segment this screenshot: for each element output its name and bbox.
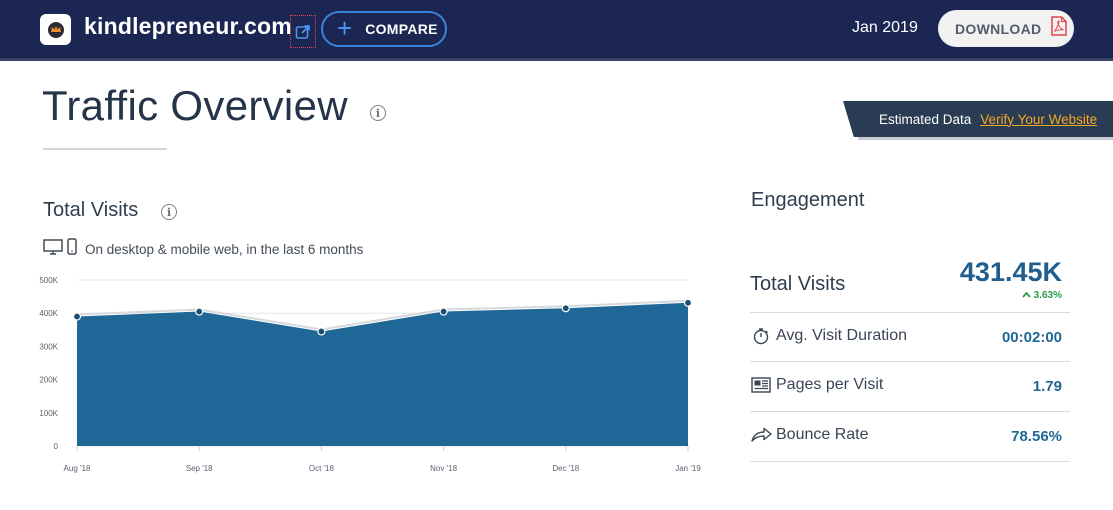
bounce-rate-label: Bounce Rate [776, 426, 869, 443]
info-icon[interactable]: i [370, 105, 386, 121]
total-visits-title: Total Visits [43, 199, 139, 221]
date-selector[interactable]: Jan 2019 [852, 19, 918, 36]
download-label: DOWNLOAD [955, 20, 1042, 37]
pages-per-visit-row: Pages per Visit 1.79 [750, 362, 1070, 412]
mobile-icon [67, 238, 77, 260]
device-filter-row: On desktop & mobile web, in the last 6 m… [43, 238, 363, 260]
total-visits-change: 3.63% [1022, 290, 1062, 301]
desktop-icon [43, 238, 63, 260]
x-tick-label: Nov '18 [430, 464, 457, 473]
y-tick-label: 200K [39, 376, 58, 385]
verify-website-link[interactable]: Verify Your Website [980, 111, 1098, 127]
total-visits-metric-row: Total Visits 431.45K 3.63% [750, 250, 1070, 313]
download-button[interactable]: DOWNLOAD [938, 10, 1074, 47]
device-description: On desktop & mobile web, in the last 6 m… [85, 241, 364, 257]
site-favicon [40, 14, 71, 45]
bounce-arrow-icon [750, 426, 772, 444]
site-domain: kindlepreneur.com [84, 13, 292, 39]
page-title: Traffic Overview [42, 82, 348, 129]
engagement-title: Engagement [751, 189, 865, 211]
total-visits-value: 431.45K [959, 257, 1062, 287]
x-tick-label: Sep '18 [186, 464, 213, 473]
pages-per-visit-label: Pages per Visit [776, 376, 884, 393]
title-underline [43, 148, 167, 150]
change-percent: 3.63% [1033, 290, 1062, 301]
up-arrow-icon [1022, 290, 1034, 301]
y-tick-label: 100K [39, 409, 58, 418]
pdf-icon [1051, 16, 1068, 41]
estimated-data-label: Estimated Data [879, 111, 972, 127]
y-tick-label: 500K [39, 276, 58, 285]
x-tick-label: Jan '19 [675, 464, 701, 473]
avg-visit-duration-value: 00:02:00 [1001, 329, 1062, 346]
visits-area [77, 302, 688, 446]
total-visits-chart: 0 100K 200K 300K 400K 500K Aug '18 Sep '18 Oct '… [39, 276, 701, 473]
compare-button[interactable]: + COMPARE [321, 11, 447, 47]
data-point [72, 312, 82, 321]
avg-visit-duration-label: Avg. Visit Duration [776, 327, 908, 344]
data-point [439, 307, 448, 316]
pages-per-visit-value: 1.79 [1032, 378, 1062, 395]
avg-visit-duration-row: Avg. Visit Duration 00:02:00 [750, 313, 1070, 362]
x-tick-label: Dec '18 [552, 464, 579, 473]
y-tick-label: 300K [39, 342, 58, 351]
x-tick-label: Aug '18 [64, 464, 91, 473]
info-icon[interactable]: i [161, 204, 177, 220]
top-bar: kindlepreneur.com + COMPARE Jan 2019 DOW… [0, 0, 1113, 61]
visits-line [76, 299, 689, 331]
x-tick-label: Oct '18 [309, 464, 335, 473]
data-point [195, 307, 204, 316]
plus-icon: + [337, 13, 353, 43]
open-external-link-icon[interactable] [290, 15, 316, 48]
total-visits-label: Total Visits [750, 273, 846, 295]
data-point [561, 304, 570, 313]
estimated-data-banner: Estimated Data Verify Your Website [843, 101, 1113, 137]
bounce-rate-row: Bounce Rate 78.56% [750, 412, 1070, 462]
data-point [317, 327, 326, 336]
data-point [683, 298, 693, 307]
compare-label: COMPARE [365, 21, 438, 37]
y-tick-label: 400K [39, 309, 58, 318]
y-tick-label: 0 [54, 442, 59, 451]
pages-icon [750, 376, 772, 394]
stopwatch-icon [750, 327, 772, 345]
bounce-rate-value: 78.56% [1011, 428, 1062, 445]
